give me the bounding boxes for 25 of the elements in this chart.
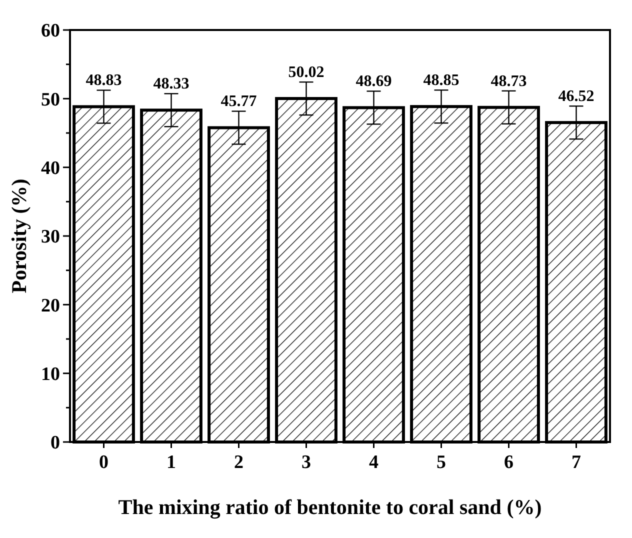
x-tick-label: 4 — [369, 452, 379, 473]
y-axis-title: Porosity (%) — [7, 178, 31, 294]
x-tick-label: 5 — [436, 452, 446, 473]
data-label: 48.69 — [356, 73, 392, 90]
data-label: 46.52 — [558, 88, 594, 106]
y-tick-label: 60 — [41, 20, 60, 42]
x-tick-label: 0 — [99, 452, 108, 473]
data-label: 48.33 — [153, 76, 190, 93]
y-tick-label: 10 — [41, 364, 60, 385]
x-tick-label: 6 — [504, 452, 514, 473]
x-tick-label: 1 — [166, 452, 176, 473]
x-axis-title: The mixing ratio of bentonite to coral sand (%) — [118, 495, 542, 519]
y-tick-label: 50 — [41, 89, 60, 110]
data-label: 48.83 — [86, 72, 122, 90]
y-tick-label: 30 — [41, 226, 60, 248]
y-tick-label: 40 — [41, 158, 60, 179]
x-tick-label: 3 — [302, 452, 311, 473]
data-label: 48.85 — [423, 72, 460, 90]
data-label: 50.02 — [288, 64, 324, 82]
data-label: 45.77 — [220, 93, 257, 110]
x-tick-label: 2 — [234, 452, 244, 473]
y-tick-label: 0 — [50, 432, 60, 454]
x-tick-label: 7 — [572, 452, 582, 473]
data-label: 48.73 — [490, 72, 527, 90]
y-tick-label: 20 — [41, 295, 60, 316]
